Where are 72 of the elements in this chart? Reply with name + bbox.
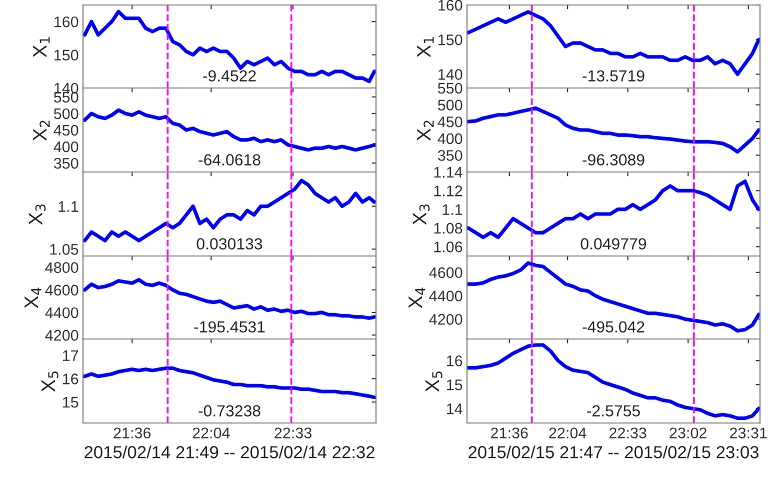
y-tick-label: 500	[54, 108, 78, 120]
x-tick-label: 22:04	[192, 428, 230, 438]
line-series	[83, 108, 376, 152]
y-tick-label: 4400	[45, 307, 78, 318]
x-axis-title: 2015/02/15 21:47 -- 2015/02/15 23:03	[468, 446, 759, 458]
y-tick-label: 15	[63, 397, 78, 408]
annotation: -9.4522	[203, 70, 256, 82]
y-tick-label: 16	[447, 355, 462, 366]
y-tick-label: 15	[447, 380, 462, 390]
y-tick-label: 4200	[429, 314, 462, 325]
y-tick-label: 350	[438, 150, 462, 161]
annotation: 0.049779	[580, 238, 646, 250]
annotation: -495.042	[582, 321, 644, 333]
y-tick-label: 1.1	[442, 204, 462, 215]
y-axis-title: X$_{2}$	[417, 120, 434, 141]
y-tick-label: 14	[447, 404, 462, 414]
y-tick-label: 450	[438, 116, 462, 128]
annotation: -0.73238	[198, 405, 260, 416]
y-tick-label: 1.1	[58, 201, 78, 212]
x-tick-label: 23:02	[670, 428, 706, 438]
y-tick-label: 16	[63, 374, 78, 384]
line-series	[467, 343, 760, 420]
y-tick-label: 4600	[429, 267, 462, 278]
y-tick-label: 17	[63, 350, 78, 361]
y-tick-label: 4400	[429, 290, 462, 302]
y-tick-label: 350	[54, 158, 78, 169]
y-axis-title: X$_{4}$	[24, 288, 42, 308]
annotation: -13.5719	[582, 70, 644, 82]
y-tick-label: 1.06	[434, 242, 462, 252]
line-series	[467, 106, 760, 154]
x-tick-label: 23:31	[730, 428, 767, 438]
line-series	[467, 261, 760, 333]
y-tick-label: 4600	[45, 284, 78, 296]
y-tick-label: 550	[438, 82, 462, 94]
annotation: -195.4531	[194, 321, 265, 333]
y-tick-label: 450	[54, 124, 78, 136]
y-axis-title: X$_{4}$	[408, 288, 426, 308]
y-tick-label: 400	[438, 133, 462, 144]
y-axis-title: X$_{1}$	[417, 37, 434, 58]
line-series	[83, 278, 376, 320]
line-series	[467, 180, 760, 240]
x-tick-label: 21:36	[491, 428, 528, 438]
y-tick-label: 400	[54, 141, 78, 152]
y-tick-label: 1.14	[434, 167, 462, 178]
annotation: -64.0618	[198, 154, 260, 166]
y-axis-title: X$_{2}$	[33, 120, 50, 141]
line-series	[83, 10, 376, 84]
y-tick-label: 160	[438, 0, 462, 11]
line-series	[83, 366, 376, 400]
x-tick-label: 22:33	[274, 428, 312, 438]
annotation: -96.3089	[582, 154, 644, 166]
y-axis-title: X$_{5}$	[426, 372, 442, 392]
y-axis-title: X$_{1}$	[33, 37, 50, 58]
annotation: 0.030133	[196, 238, 262, 250]
y-tick-label: 140	[438, 69, 462, 80]
y-tick-label: 4200	[45, 330, 78, 341]
y-tick-label: 150	[54, 50, 78, 60]
y-tick-label: 1.08	[434, 222, 462, 234]
y-tick-label: 160	[54, 16, 78, 28]
x-tick-label: 22:04	[549, 428, 586, 438]
x-axis-title: 2015/02/14 21:49 -- 2015/02/14 22:32	[84, 446, 374, 458]
x-tick-label: 22:33	[609, 428, 646, 438]
y-axis-title: X$_{3}$	[28, 204, 46, 225]
y-tick-label: 1.05	[50, 244, 78, 255]
y-axis-title: X$_{3}$	[412, 204, 430, 225]
y-tick-label: 4800	[45, 262, 78, 273]
x-tick-label: 21:36	[114, 428, 151, 438]
y-tick-label: 500	[438, 100, 462, 110]
annotation: -2.5755	[587, 405, 640, 416]
y-tick-label: 150	[438, 34, 462, 46]
y-tick-label: 1.12	[434, 186, 462, 196]
y-axis-title: X$_{5}$	[42, 372, 58, 392]
